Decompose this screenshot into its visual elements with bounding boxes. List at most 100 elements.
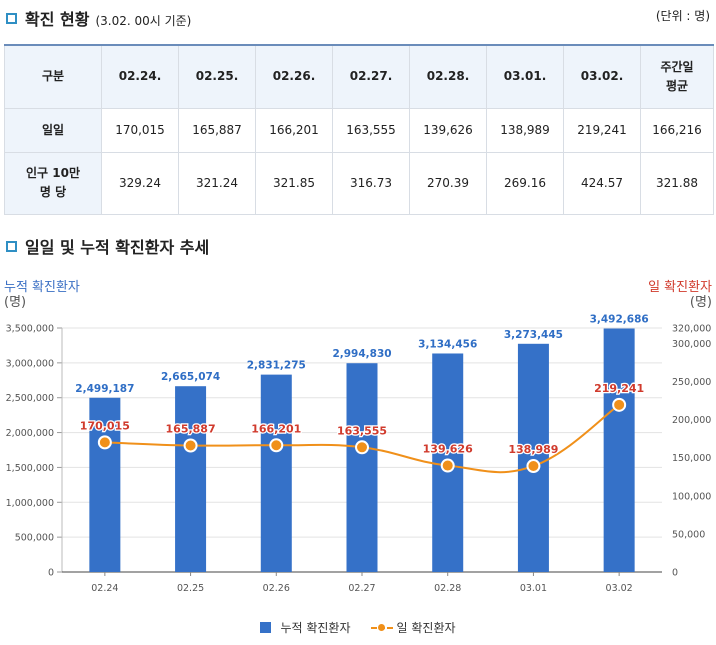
table-cell: 166,201	[255, 107, 333, 153]
table-header-cell: 주간일 평균	[640, 44, 714, 109]
table-header-cell: 구분	[4, 44, 102, 109]
status-table: 구분 02.24. 02.25. 02.26. 02.27. 02.28. 03.01. 03…	[4, 44, 714, 215]
table-header-cell: 03.01.	[486, 44, 564, 109]
table-cell: 166,216	[640, 107, 714, 153]
table-header-cell: 02.28.	[409, 44, 487, 109]
table-header-cell: 02.27.	[332, 44, 410, 109]
left-tick-label: 0	[48, 568, 54, 579]
right-tick-label: 150,000	[672, 453, 711, 464]
line-point	[355, 440, 369, 455]
left-tick-label: 3,500,000	[6, 324, 54, 335]
line-data-label: 139,626	[423, 443, 473, 456]
bar-data-label: 2,499,187	[75, 383, 134, 395]
bar-cumulative	[89, 397, 121, 572]
section-title: 확진 현황	[25, 10, 90, 29]
table-cell: 270.39	[409, 151, 487, 215]
line-point	[612, 397, 627, 412]
x-tick-label: 03.02	[606, 583, 633, 594]
bar-data-label: 2,831,275	[247, 360, 306, 372]
section-header-status: 확진 현황 (3.02. 00시 기준)	[6, 6, 191, 30]
table-cell: 424.57	[563, 151, 641, 215]
section-title: 일일 및 누적 확진환자 추세	[25, 238, 210, 257]
legend-label: 일 확진환자	[396, 621, 456, 635]
line-data-label: 138,989	[508, 443, 558, 456]
right-tick-label: 0	[672, 568, 678, 579]
legend-item-cumulative[interactable]: 누적 확진환자	[260, 619, 351, 636]
table-cell: 329.24	[101, 151, 179, 215]
left-tick-label: 500,000	[15, 533, 54, 544]
line-data-label: 165,887	[166, 423, 216, 436]
legend-item-daily[interactable]: 일 확진환자	[370, 619, 456, 636]
table-header-cell: 02.25.	[178, 44, 256, 109]
table-cell: 219,241	[563, 107, 641, 153]
x-tick-label: 03.01	[520, 583, 547, 594]
table-header-cell: 02.26.	[255, 44, 333, 109]
line-data-label: 219,241	[594, 382, 644, 395]
table-cell: 139,626	[409, 107, 487, 153]
table-cell: 170,015	[101, 107, 179, 153]
bar-cumulative	[175, 386, 207, 572]
table-row: 인구 10만 명 당 329.24 321.24 321.85 316.73 270.39 2…	[4, 151, 714, 215]
x-tick-label: 02.24	[91, 583, 118, 594]
chart-legend: 누적 확진환자 일 확진환자	[0, 619, 716, 636]
left-tick-label: 3,000,000	[6, 358, 54, 369]
left-tick-label: 2,000,000	[6, 428, 54, 439]
line-data-label: 163,555	[337, 424, 387, 437]
x-tick-label: 02.28	[434, 583, 461, 594]
legend-label: 누적 확진환자	[280, 621, 351, 635]
table-header-cell: 03.02.	[563, 44, 641, 109]
table-header-row: 구분 02.24. 02.25. 02.26. 02.27. 02.28. 03.01. 03…	[4, 44, 714, 109]
right-tick-label: 300,000	[672, 339, 711, 350]
right-tick-label: 200,000	[672, 415, 711, 426]
right-axis-title: 일 확진환자	[648, 280, 712, 295]
row-header-cell: 일일	[4, 107, 102, 153]
line-point	[440, 458, 455, 473]
x-tick-label: 02.25	[177, 583, 204, 594]
row-header-cell: 인구 10만 명 당	[4, 151, 102, 215]
bar-cumulative	[260, 374, 292, 572]
line-point	[183, 438, 198, 453]
table-cell: 321.88	[640, 151, 714, 215]
right-tick-label: 250,000	[672, 377, 711, 388]
line-point	[269, 438, 284, 453]
table-cell: 321.85	[255, 151, 333, 215]
left-tick-label: 1,500,000	[6, 463, 54, 474]
section-square-icon	[6, 13, 17, 24]
line-data-label: 166,201	[251, 422, 301, 435]
right-tick-label: 320,000	[672, 324, 711, 335]
right-tick-label: 100,000	[672, 491, 711, 502]
bar-cumulative	[603, 328, 635, 572]
bar-cumulative	[346, 363, 378, 572]
bar-data-label: 2,994,830	[332, 348, 391, 360]
table-cell: 321.24	[178, 151, 256, 215]
trend-chart: 누적 확진환자(명)일 확진환자(명)3,500,0003,000,0002,5…	[4, 280, 712, 594]
line-data-label: 170,015	[80, 419, 130, 432]
line-point	[97, 435, 112, 450]
table-cell: 316.73	[332, 151, 410, 215]
right-tick-label: 50,000	[672, 529, 705, 540]
table-cell: 165,887	[178, 107, 256, 153]
left-axis-title: 누적 확진환자	[4, 280, 80, 295]
bar-data-label: 3,273,445	[504, 329, 563, 341]
legend-line-swatch	[370, 622, 393, 633]
bar-cumulative	[517, 343, 549, 572]
table-header-cell: 02.24.	[101, 44, 179, 109]
legend-bar-swatch	[260, 622, 272, 633]
section-subtitle: (3.02. 00시 기준)	[95, 14, 192, 28]
section-header-trend: 일일 및 누적 확진환자 추세	[6, 234, 209, 258]
right-axis-unit: (명)	[690, 295, 712, 310]
left-tick-label: 2,500,000	[6, 393, 54, 404]
line-point	[526, 459, 541, 474]
left-tick-label: 1,000,000	[6, 498, 54, 509]
x-tick-label: 02.26	[263, 583, 290, 594]
bar-data-label: 3,492,686	[590, 314, 649, 326]
table-cell: 138,989	[486, 107, 564, 153]
left-axis-unit: (명)	[4, 295, 26, 310]
table-cell: 163,555	[332, 107, 410, 153]
table-cell: 269.16	[486, 151, 564, 215]
bar-data-label: 2,665,074	[161, 371, 220, 383]
section-square-icon	[6, 241, 17, 252]
table-row: 일일 170,015 165,887 166,201 163,555 139,626 138…	[4, 107, 714, 153]
x-tick-label: 02.27	[348, 583, 375, 594]
bar-data-label: 3,134,456	[418, 338, 477, 350]
